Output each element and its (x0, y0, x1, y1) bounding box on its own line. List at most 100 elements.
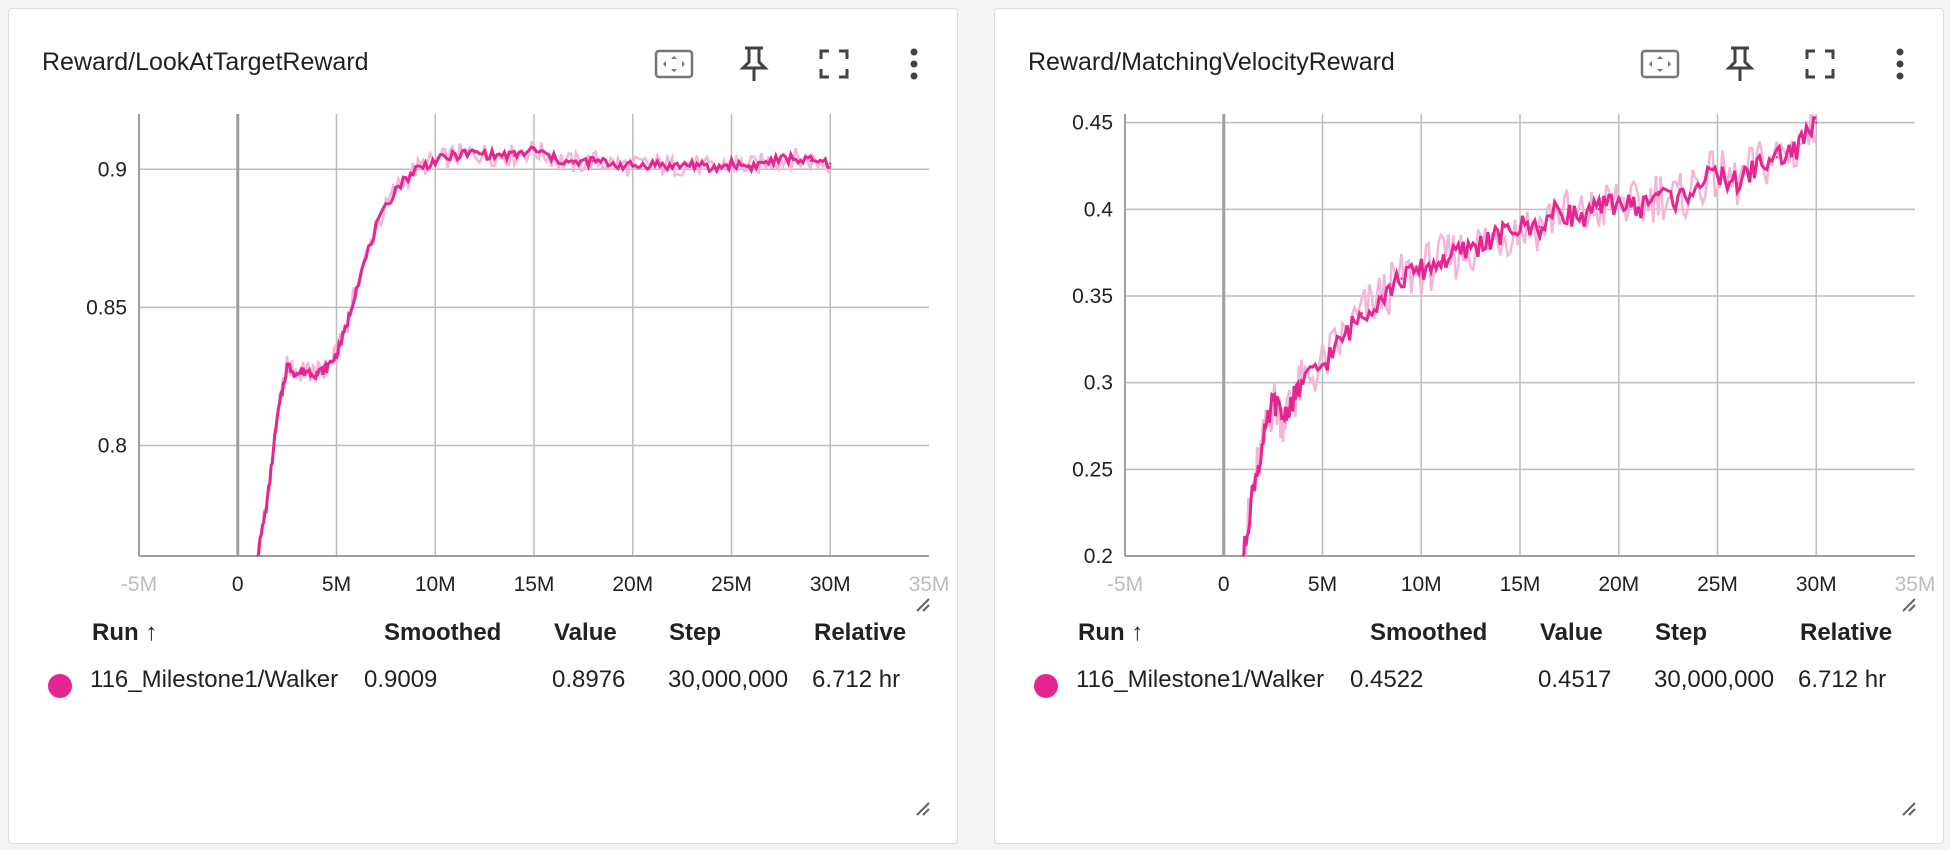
data-point (1281, 416, 1285, 419)
data-point (1301, 381, 1304, 384)
data-point (374, 226, 378, 229)
data-point (493, 154, 496, 157)
data-point (769, 159, 773, 163)
data-point (1321, 364, 1324, 367)
data-point (829, 162, 832, 165)
pin-icon (739, 45, 769, 83)
data-point (394, 187, 397, 190)
more-vert-icon (1895, 48, 1905, 80)
pin-button[interactable] (1715, 39, 1765, 89)
resize-handle-icon[interactable] (1901, 597, 1917, 613)
data-point (1637, 208, 1640, 211)
step-value: 30,000,000 (668, 666, 789, 693)
raw-value: 0.8976 (552, 666, 626, 693)
x-tick-label: 15M (1500, 573, 1541, 596)
column-header-relative[interactable]: Relative (814, 619, 907, 646)
y-tick-label: 0.45 (1072, 112, 1113, 135)
column-header-relative[interactable]: Relative (1800, 619, 1893, 646)
data-point (690, 162, 694, 165)
data-point (1578, 216, 1581, 220)
x-tick-label: 35M (909, 573, 950, 596)
data-point (750, 165, 753, 168)
x-tick-label: 30M (1796, 573, 1837, 596)
data-point (1597, 208, 1601, 211)
data-point (1360, 312, 1364, 315)
line-chart[interactable]: 0.8 0.85 0.9 -5M 0 5M 10M 15M 20M 25M 30M 35M (9, 104, 959, 624)
data-point (1252, 485, 1255, 488)
data-point (305, 369, 309, 373)
y-tick-label: 0.8 (98, 435, 127, 458)
x-tick-label: 10M (1401, 573, 1442, 596)
fullscreen-button[interactable] (809, 39, 859, 89)
fit-domain-icon (1640, 49, 1680, 79)
raw-series-line (256, 140, 832, 556)
data-point (671, 165, 674, 168)
data-point (1755, 164, 1759, 168)
scalar-card: Reward/MatchingVelocityReward 0.2 0.25 0.3… (994, 8, 1944, 844)
fit-domain-button[interactable] (1635, 39, 1685, 89)
smoothed-value: 0.9009 (364, 666, 438, 693)
x-tick-label: 30M (810, 573, 851, 596)
column-header-value[interactable]: Value (1540, 619, 1603, 646)
resize-handle-icon[interactable] (915, 801, 931, 817)
smoothed-series-line (1242, 115, 1817, 556)
fit-domain-button[interactable] (649, 39, 699, 89)
x-tick-label: 35M (1895, 573, 1936, 596)
x-tick-label: 5M (322, 573, 351, 596)
data-point (325, 366, 328, 370)
y-tick-label: 0.85 (86, 296, 127, 319)
column-header-smoothed[interactable]: Smoothed (384, 619, 502, 646)
x-tick-label: 25M (1697, 573, 1738, 596)
resize-handle-icon[interactable] (915, 597, 931, 613)
data-point (1271, 398, 1275, 402)
data-point (1617, 199, 1620, 202)
pin-button[interactable] (729, 39, 779, 89)
data-point (453, 154, 457, 157)
y-tick-label: 0.4 (1084, 198, 1114, 221)
fullscreen-icon (1805, 49, 1835, 79)
fullscreen-icon (819, 49, 849, 79)
data-point (1242, 554, 1245, 556)
step-value: 30,000,000 (1654, 666, 1775, 693)
data-point (1420, 268, 1423, 272)
x-tick-label: 5M (1308, 573, 1337, 596)
raw-value: 0.4517 (1538, 666, 1612, 693)
data-point (276, 416, 279, 420)
data-point (1262, 442, 1265, 445)
data-point (1380, 294, 1383, 298)
data-point (789, 157, 792, 160)
y-tick-label: 0.9 (98, 158, 127, 181)
data-point (532, 148, 536, 152)
y-tick-label: 0.25 (1072, 458, 1113, 481)
line-chart[interactable]: 0.2 0.25 0.3 0.35 0.4 0.45 -5M 0 5M 10M 15M 20M 25M 3… (995, 104, 1945, 624)
data-point (315, 372, 318, 375)
data-point (1775, 156, 1778, 159)
x-tick-label: 0 (1218, 573, 1230, 596)
data-point (1400, 277, 1403, 280)
data-point (473, 151, 476, 154)
run-color-dot (48, 674, 72, 698)
data-point (552, 157, 555, 160)
data-point (345, 325, 348, 328)
pin-icon (1725, 45, 1755, 83)
data-point (1815, 121, 1818, 124)
more-options-button[interactable] (1875, 39, 1925, 89)
data-point (1795, 147, 1798, 150)
column-header-step[interactable]: Step (669, 619, 722, 646)
column-header-step[interactable]: Step (1655, 619, 1708, 646)
more-options-button[interactable] (889, 39, 939, 89)
x-tick-label: 15M (514, 573, 555, 596)
column-header-smoothed[interactable]: Smoothed (1370, 619, 1488, 646)
card-title: Reward/LookAtTargetReward (42, 48, 369, 76)
more-vert-icon (909, 48, 919, 80)
y-tick-label: 0.35 (1072, 285, 1113, 308)
fullscreen-button[interactable] (1795, 39, 1845, 89)
series-group (1242, 114, 1818, 556)
data-point (1439, 260, 1443, 263)
column-header-run[interactable]: Run ↑ (92, 619, 158, 646)
column-header-value[interactable]: Value (554, 619, 617, 646)
column-header-run[interactable]: Run ↑ (1078, 619, 1144, 646)
resize-handle-icon[interactable] (1901, 801, 1917, 817)
run-name: 116_Milestone1/Walker (1076, 666, 1325, 693)
x-tick-label: -5M (121, 573, 157, 596)
